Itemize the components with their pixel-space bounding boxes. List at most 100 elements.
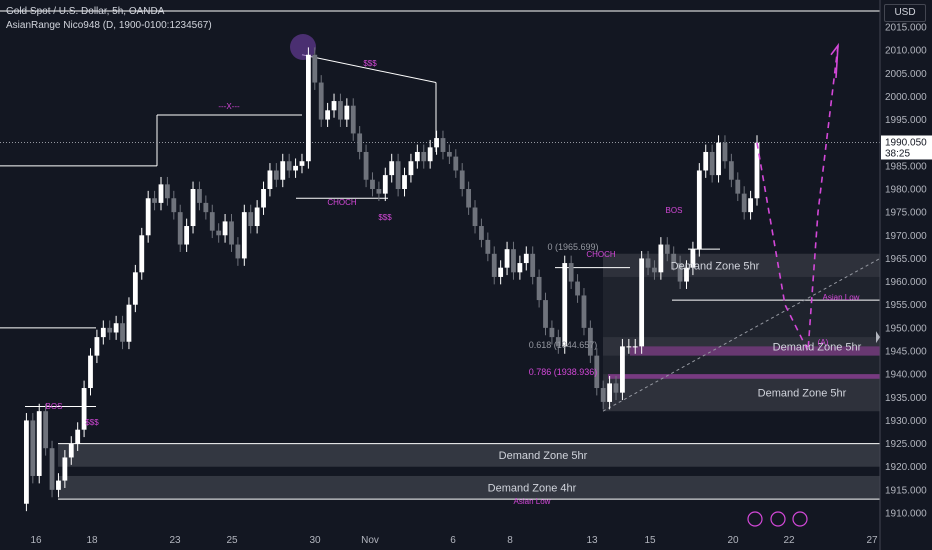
flash-event-icon xyxy=(747,511,763,527)
candle-body xyxy=(363,151,369,180)
indicator-label: AsianRange Nico948 (D, 1900-0100:1234567… xyxy=(6,20,212,31)
candle-body xyxy=(607,383,612,402)
candle-body xyxy=(24,420,29,504)
candle-body xyxy=(68,443,74,458)
structure-line xyxy=(301,54,437,84)
candle-body xyxy=(107,327,113,333)
candle-body xyxy=(305,54,311,162)
x-tick-label: 16 xyxy=(30,535,42,546)
candle-body xyxy=(241,212,247,259)
annotation-label: (A) xyxy=(818,338,829,347)
candle-body xyxy=(293,165,298,171)
y-tick-label: 1940.000 xyxy=(885,370,927,381)
fib-zone-highlight xyxy=(608,374,880,379)
candle-body xyxy=(722,142,728,162)
zone-label: Demand Zone 4hr xyxy=(488,483,577,495)
candle-body xyxy=(171,198,177,213)
candle-body xyxy=(158,184,164,203)
candle-body xyxy=(152,198,157,203)
candle-body xyxy=(414,151,420,162)
candle-body xyxy=(325,110,331,120)
demand-zone xyxy=(58,475,880,500)
candle-body xyxy=(498,267,504,277)
candle-body xyxy=(511,249,516,273)
candle-body xyxy=(408,161,414,176)
candle-body xyxy=(402,175,407,189)
candle-body xyxy=(613,383,619,393)
candle-body xyxy=(677,263,683,282)
candle-body xyxy=(523,253,529,264)
projection-path xyxy=(756,45,839,354)
x-tick-label: 30 xyxy=(309,535,321,546)
candle-body xyxy=(56,480,61,490)
candle-body xyxy=(248,212,254,227)
fib-zone-highlight xyxy=(630,346,880,356)
candle-body xyxy=(696,170,702,250)
y-tick-label: 2000.000 xyxy=(885,92,927,103)
y-tick-label: 2005.000 xyxy=(885,69,927,80)
candle-body xyxy=(94,337,100,356)
candle-body xyxy=(350,105,356,134)
candle-body xyxy=(75,429,81,444)
candle-body xyxy=(30,420,36,476)
asian-low-label: Asian Low xyxy=(823,293,860,302)
y-tick-label: 1955.000 xyxy=(885,300,927,311)
candle-body xyxy=(286,161,292,171)
candle-body xyxy=(132,272,138,305)
candle-body xyxy=(709,151,715,176)
annotation-label: $$$ xyxy=(85,418,99,427)
candle-body xyxy=(126,304,132,342)
candle-body xyxy=(754,142,760,199)
trend-line xyxy=(602,257,881,412)
x-tick-label: 8 xyxy=(507,535,513,546)
candle-body xyxy=(382,175,388,194)
annotation-label: $$$ xyxy=(378,213,392,222)
flag-event-icon xyxy=(770,511,786,527)
candle-body xyxy=(113,323,119,333)
candle-body xyxy=(600,388,606,402)
candle-body xyxy=(395,161,401,189)
candle-body xyxy=(318,82,324,120)
candle-body xyxy=(645,258,651,268)
fib-label: 0.786 (1938.936) xyxy=(529,367,598,377)
annotation-label: ---X--- xyxy=(218,102,240,111)
candle-body xyxy=(639,258,645,347)
candle-body xyxy=(273,170,279,180)
candle-body xyxy=(684,267,689,282)
candle-body xyxy=(562,263,568,347)
candle-body xyxy=(536,276,542,301)
candle-body xyxy=(235,244,241,259)
candle-body xyxy=(703,151,709,171)
candle-body xyxy=(658,244,664,273)
demand-zone xyxy=(58,443,880,467)
x-tick-label: 13 xyxy=(586,535,598,546)
candle-body xyxy=(88,355,93,389)
candle-body xyxy=(165,184,170,199)
y-tick-label: 1995.000 xyxy=(885,115,927,126)
candle-body xyxy=(229,221,234,245)
candle-body xyxy=(376,189,382,194)
candle-body xyxy=(440,138,446,152)
y-tick-label: 1970.000 xyxy=(885,231,927,242)
y-tick-label: 1985.000 xyxy=(885,161,927,172)
y-tick-label: 1920.000 xyxy=(885,462,927,473)
candle-body xyxy=(466,189,472,208)
candle-body xyxy=(357,133,363,152)
candle-body xyxy=(209,212,215,231)
fib-label: 0.618 (1944.657) xyxy=(529,340,598,350)
candle-body xyxy=(741,193,747,213)
candle-body xyxy=(427,147,433,162)
asian-low-label: Asian Low xyxy=(514,497,551,506)
x-tick-label: 18 xyxy=(86,535,98,546)
candle-body xyxy=(43,411,49,449)
zone-label: Demand Zone 5hr xyxy=(499,450,588,462)
candle-body xyxy=(299,161,305,166)
liquidity-marker xyxy=(290,34,316,60)
candle-body xyxy=(632,346,638,348)
y-tick-label: 1925.000 xyxy=(885,439,927,450)
currency-button[interactable]: USD xyxy=(884,4,926,22)
candle-body xyxy=(344,105,350,120)
zone-label: Demand Zone 5hr xyxy=(773,341,862,353)
x-tick-label: 6 xyxy=(450,535,456,546)
